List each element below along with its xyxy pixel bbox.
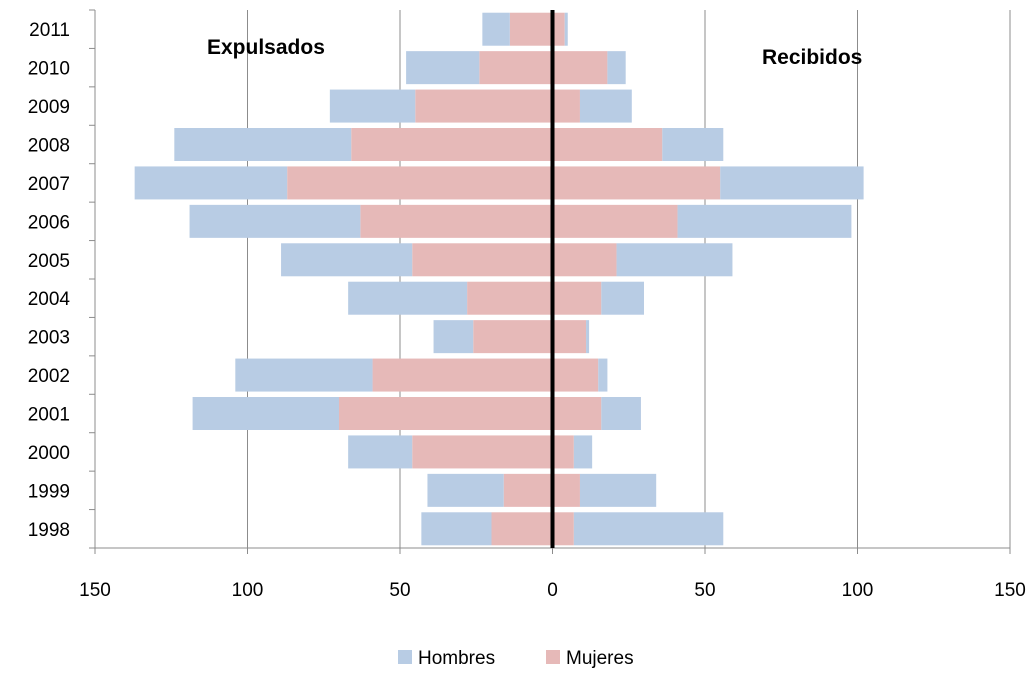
year-label: 2000 bbox=[28, 443, 70, 464]
year-label: 2009 bbox=[28, 97, 70, 118]
x-tick-labels: 150 100 50 0 50 100 150 bbox=[79, 580, 1026, 601]
bar-hombres-recibidos bbox=[598, 358, 608, 392]
x-tick-label: 150 bbox=[79, 580, 111, 601]
bar-hombres-recibidos bbox=[579, 473, 657, 507]
bar-mujeres-expulsados bbox=[479, 51, 553, 85]
bar-hombres-recibidos bbox=[607, 51, 626, 85]
bar-hombres-recibidos bbox=[720, 166, 864, 200]
year-label: 2001 bbox=[28, 405, 70, 426]
year-labels: 2011 2010 2009 2008 2007 2006 2005 2004 2003 2002… bbox=[28, 20, 71, 541]
bar-hombres-expulsados bbox=[433, 320, 474, 354]
year-label: 2007 bbox=[28, 174, 70, 195]
bar-hombres-expulsados bbox=[174, 128, 352, 161]
bar-hombres-expulsados bbox=[134, 166, 288, 200]
x-tick-label: 150 bbox=[994, 580, 1026, 601]
bar-mujeres-recibidos bbox=[552, 243, 617, 277]
x-tick-label: 100 bbox=[842, 580, 874, 601]
bar-hombres-expulsados bbox=[329, 89, 416, 123]
year-label: 2004 bbox=[28, 289, 71, 310]
bar-mujeres-recibidos bbox=[552, 435, 574, 469]
bar-mujeres-expulsados bbox=[412, 243, 553, 277]
bar-hombres-expulsados bbox=[348, 435, 413, 469]
year-label: 2003 bbox=[28, 328, 70, 349]
bar-hombres-recibidos bbox=[564, 12, 568, 46]
bar-mujeres-recibidos bbox=[552, 204, 678, 238]
bar-mujeres-recibidos bbox=[552, 12, 565, 46]
bar-mujeres-recibidos bbox=[552, 281, 602, 315]
x-tick-label: 0 bbox=[547, 580, 558, 601]
bar-hombres-recibidos bbox=[579, 89, 632, 123]
x-tick-label: 50 bbox=[389, 580, 410, 601]
axes-group bbox=[89, 9, 1011, 554]
bar-mujeres-expulsados bbox=[372, 358, 553, 392]
bar-mujeres-recibidos bbox=[552, 320, 587, 354]
bar-mujeres-expulsados bbox=[509, 12, 553, 46]
legend-label: Hombres bbox=[418, 648, 495, 669]
bar-hombres-recibidos bbox=[573, 435, 593, 469]
bar-mujeres-recibidos bbox=[552, 512, 574, 546]
bar-mujeres-recibidos bbox=[552, 51, 608, 85]
bar-mujeres-recibidos bbox=[552, 473, 580, 507]
x-tick-label: 50 bbox=[694, 580, 715, 601]
bar-mujeres-expulsados bbox=[287, 166, 553, 200]
recibidos-label: Recibidos bbox=[762, 46, 862, 69]
bar-mujeres-recibidos bbox=[552, 128, 663, 161]
bar-mujeres-expulsados bbox=[473, 320, 553, 354]
year-label: 1998 bbox=[28, 520, 70, 541]
bar-hombres-expulsados bbox=[427, 473, 504, 507]
year-label: 2010 bbox=[28, 59, 70, 80]
bar-mujeres-recibidos bbox=[552, 358, 599, 392]
bar-hombres-expulsados bbox=[235, 358, 373, 392]
bars-group bbox=[134, 12, 864, 546]
bar-mujeres-expulsados bbox=[467, 281, 553, 315]
year-label: 2006 bbox=[28, 212, 70, 233]
year-label: 2002 bbox=[28, 366, 70, 387]
bar-mujeres-recibidos bbox=[552, 397, 602, 430]
bar-hombres-expulsados bbox=[281, 243, 413, 277]
bar-mujeres-expulsados bbox=[360, 204, 553, 238]
bar-hombres-recibidos bbox=[616, 243, 733, 277]
bar-hombres-recibidos bbox=[662, 128, 724, 161]
bar-hombres-expulsados bbox=[189, 204, 361, 238]
legend: Hombres Mujeres bbox=[398, 648, 634, 669]
x-tick-label: 100 bbox=[232, 580, 264, 601]
legend-swatch bbox=[398, 650, 412, 664]
bar-hombres-recibidos bbox=[601, 281, 644, 315]
bar-hombres-expulsados bbox=[482, 12, 510, 46]
legend-label: Mujeres bbox=[566, 648, 634, 669]
year-label: 2005 bbox=[28, 251, 70, 272]
bar-hombres-recibidos bbox=[601, 397, 641, 430]
expulsados-label: Expulsados bbox=[207, 36, 325, 59]
year-label: 1999 bbox=[28, 481, 70, 502]
bar-hombres-expulsados bbox=[406, 51, 480, 85]
bar-hombres-expulsados bbox=[192, 397, 339, 430]
bar-hombres-recibidos bbox=[573, 512, 724, 546]
bar-mujeres-expulsados bbox=[412, 435, 553, 469]
year-label: 2011 bbox=[29, 20, 70, 41]
bar-hombres-expulsados bbox=[421, 512, 492, 546]
bar-mujeres-recibidos bbox=[552, 89, 580, 123]
bar-mujeres-recibidos bbox=[552, 166, 721, 200]
bar-hombres-expulsados bbox=[348, 281, 468, 315]
year-label: 2008 bbox=[28, 136, 70, 157]
bar-mujeres-expulsados bbox=[503, 473, 553, 507]
bar-mujeres-expulsados bbox=[491, 512, 553, 546]
bar-mujeres-expulsados bbox=[351, 128, 553, 161]
bar-mujeres-expulsados bbox=[339, 397, 553, 430]
legend-swatch bbox=[546, 650, 560, 664]
bar-hombres-recibidos bbox=[586, 320, 590, 354]
bar-hombres-recibidos bbox=[677, 204, 852, 238]
bar-mujeres-expulsados bbox=[415, 89, 553, 123]
